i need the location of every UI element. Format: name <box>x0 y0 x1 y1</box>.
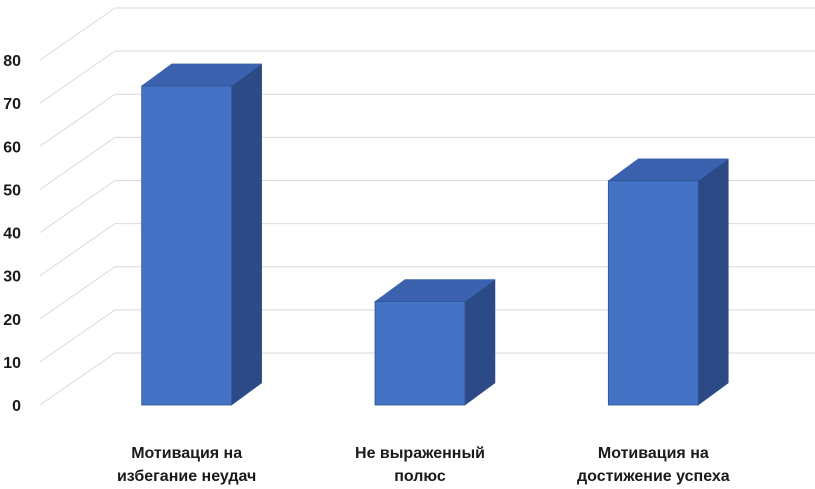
bar-front-face <box>607 180 699 406</box>
y-tick-label: 20 <box>3 312 21 329</box>
x-axis: Мотивация на избегание неудач Не выраженны… <box>117 445 730 485</box>
bar <box>374 279 496 406</box>
y-tick-label: 80 <box>3 53 21 70</box>
y-tick-label: 70 <box>3 96 21 113</box>
bar-front-face <box>374 301 466 406</box>
gridline-diagonal <box>39 180 116 233</box>
y-tick-label: 40 <box>3 226 21 243</box>
x-tick-label: Мотивация на достижение успеха <box>577 445 730 485</box>
bar-side-face <box>231 63 262 406</box>
y-tick-label: 0 <box>12 398 21 415</box>
y-tick-label: 50 <box>3 182 21 199</box>
bar <box>140 63 263 406</box>
bar <box>607 158 730 406</box>
gridline-diagonal <box>39 352 116 406</box>
x-tick-label: Мотивация на избегание неудач <box>117 445 256 485</box>
gridline-diagonal <box>39 309 116 363</box>
gridline-diagonal <box>39 266 116 320</box>
y-tick-label: 60 <box>3 139 21 156</box>
y-tick-label: 10 <box>3 355 21 372</box>
gridline-diagonal <box>39 93 116 147</box>
gridline-diagonal <box>39 50 116 104</box>
gridline-diagonal <box>39 7 116 61</box>
gridline-diagonal <box>39 136 116 190</box>
x-tick-label: Не выраженный полюс <box>355 445 485 485</box>
bar-side-face <box>698 158 729 406</box>
bars <box>140 63 730 406</box>
y-axis: 0 10 20 30 40 50 60 70 80 <box>3 53 21 415</box>
y-tick-label: 30 <box>3 269 21 286</box>
bar-front-face <box>141 85 233 406</box>
gridline-diagonal <box>39 223 116 277</box>
